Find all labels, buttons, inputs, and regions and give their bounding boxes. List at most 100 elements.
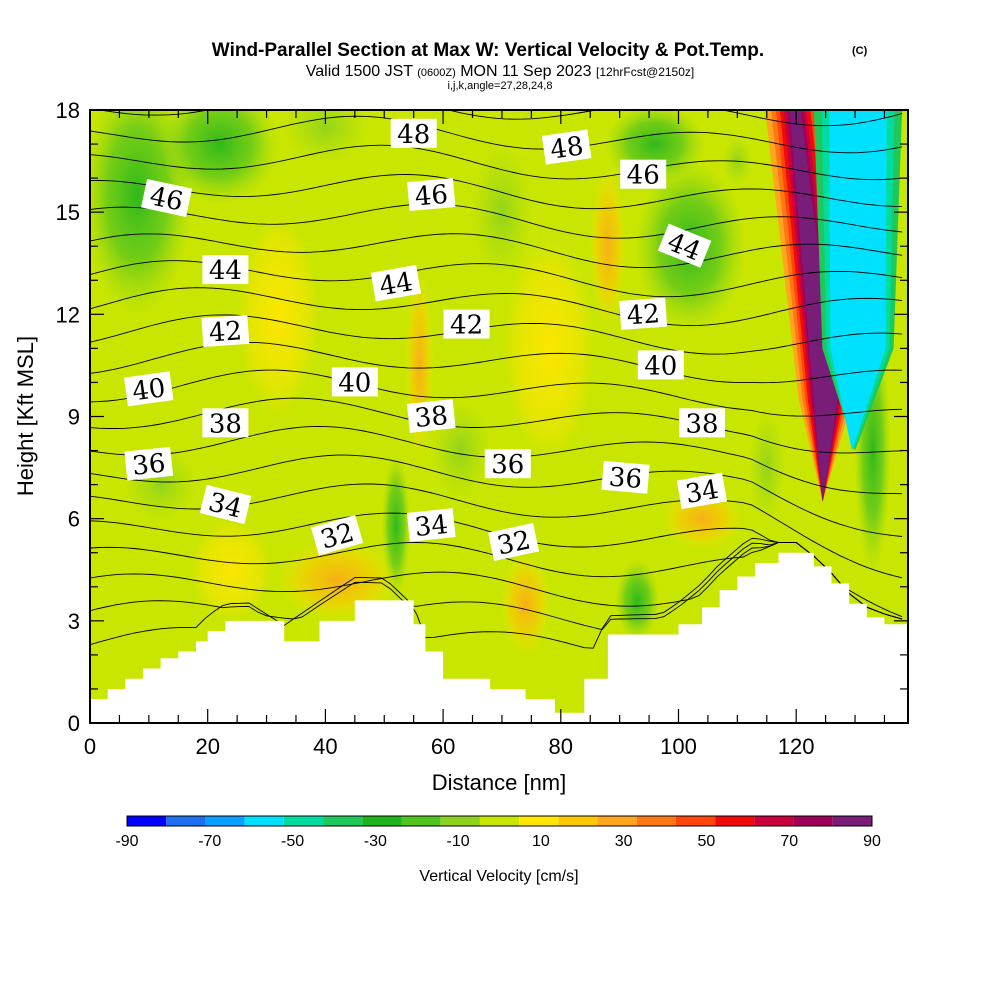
x-tick-label: 80: [549, 734, 573, 759]
contour-label: 34: [406, 508, 456, 543]
velocity-region: [500, 553, 551, 654]
contour-label: 32: [310, 514, 364, 556]
x-tick-label: 100: [660, 734, 697, 759]
contour-label-box: [141, 179, 193, 217]
contour-label-box: [601, 460, 650, 494]
colorbar-tick-label: -10: [447, 833, 470, 850]
x-tick-label: 40: [313, 734, 337, 759]
theta-contour-line: [90, 203, 903, 239]
contour-label-box: [637, 350, 684, 380]
colorbar-swatch: [715, 816, 755, 826]
contour-label-text: 36: [131, 449, 167, 482]
theta-contour-line: [90, 233, 903, 269]
contour-label: 40: [331, 367, 378, 398]
velocity-region: [277, 539, 398, 620]
subtitle-utc: (0600Z): [417, 67, 456, 79]
contour-label-box: [124, 446, 174, 481]
contour-label: 38: [679, 408, 725, 439]
contour-label: 36: [601, 460, 650, 495]
contour-label-text: 38: [685, 409, 718, 439]
theta-contour-line: [90, 287, 903, 327]
contour-label: 48: [390, 118, 437, 150]
contour-label: 36: [484, 449, 531, 480]
contour-label-box: [406, 508, 456, 542]
theta-contour-line: [90, 454, 903, 537]
velocity-region: [504, 238, 595, 459]
colorbar-tick-label: -30: [364, 833, 387, 850]
contour-label: 38: [406, 399, 456, 434]
colorbar-swatch: [323, 816, 363, 826]
contour-label-box: [488, 523, 540, 561]
contour-label: 46: [620, 159, 667, 191]
contour-label-text: 38: [413, 401, 449, 434]
colorbar-swatch: [362, 816, 402, 826]
terrain-mask: [90, 552, 908, 723]
x-tick-label: 120: [778, 734, 815, 759]
theta-contour-line: [90, 115, 903, 154]
contour-label-text: 44: [209, 256, 242, 286]
colorbar-swatch: [597, 816, 637, 826]
colorbar-tick-label: -70: [198, 833, 221, 850]
colorbar: -90 -70 -50 -30 -10 10 30 50 70 90: [115, 815, 881, 850]
colorbar-tick-label: 50: [698, 833, 716, 850]
velocity-region: [159, 110, 280, 205]
colorbar-label: Vertical Velocity [cm/s]: [419, 868, 578, 885]
theta-contour-line: [90, 537, 903, 649]
y-tick-label: 6: [68, 507, 80, 532]
contour-label-box: [201, 314, 250, 347]
contour-label-text: 40: [338, 368, 371, 398]
contour-label: 44: [202, 255, 249, 286]
chart-title: Wind-Parallel Section at Max W: Vertical…: [212, 40, 764, 61]
contour-label-box: [406, 399, 456, 433]
contour-label-text: 44: [377, 267, 415, 302]
colorbar-frame: [126, 815, 873, 827]
theta-contour-line: [96, 110, 903, 127]
contour-label-text: 40: [644, 351, 677, 381]
contour-label-box: [123, 371, 174, 407]
theta-contour-line: [90, 369, 903, 417]
contour-label-box: [443, 309, 490, 339]
contour-label: 42: [443, 309, 490, 341]
velocity-region: [255, 110, 396, 188]
contour-label: 44: [370, 264, 422, 302]
contour-label-text: 38: [209, 409, 242, 439]
colorbar-swatch: [479, 816, 520, 826]
contour-label-box: [676, 472, 728, 510]
contour-label-box: [199, 484, 252, 525]
y-tick-label: 9: [68, 405, 80, 430]
velocity-region: [100, 424, 221, 545]
contour-label-box: [679, 408, 725, 438]
contour-label-box: [657, 223, 712, 268]
colorbar-swatch: [558, 816, 598, 826]
y-tick-label: 0: [68, 711, 80, 736]
theta-contour-line: [90, 397, 903, 454]
colorbar-tick-label: 30: [615, 833, 633, 850]
contour-label: 34: [676, 472, 728, 510]
colorbar-tick-label: 70: [780, 833, 798, 850]
terrain: [90, 552, 908, 723]
colorbar-swatch: [401, 816, 441, 826]
y-tick-label: 18: [56, 98, 80, 123]
contour-label-text: 36: [608, 462, 644, 495]
contour-label-text: 46: [414, 180, 450, 213]
contour-label-text: 42: [208, 316, 243, 348]
contour-label-box: [484, 449, 531, 479]
chart-subtitle-indices: i,j,k,angle=27,28,24,8: [448, 80, 553, 92]
velocity-region: [191, 519, 272, 620]
colorbar-tick-label: -50: [281, 833, 304, 850]
subtitle-date: MON 11 Sep 2023: [460, 63, 591, 80]
contour-label: 40: [123, 371, 174, 407]
contour-label-box: [370, 264, 422, 302]
contour-label-box: [202, 408, 249, 438]
contour-label-text: 42: [626, 299, 661, 331]
updraft-band: [789, 110, 838, 502]
colorbar-swatch: [440, 816, 480, 826]
colorbar-tick-label: -90: [115, 833, 138, 850]
contour-label: 46: [141, 179, 193, 218]
contour-label-text: 46: [627, 161, 660, 191]
subtitle-valid: Valid 1500 JST: [306, 63, 414, 80]
y-tick-label: 15: [56, 200, 80, 225]
contour-label: 42: [201, 314, 250, 349]
